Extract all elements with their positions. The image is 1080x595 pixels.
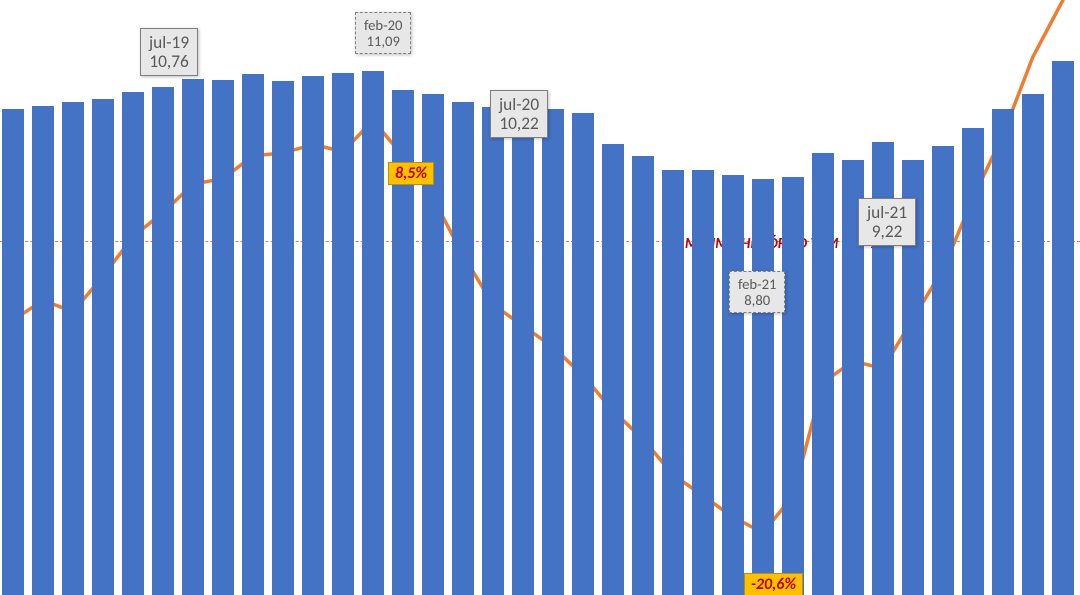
bar bbox=[212, 80, 234, 595]
bar bbox=[662, 170, 684, 595]
bar bbox=[602, 144, 624, 595]
callout-value: 10,22 bbox=[499, 114, 539, 133]
bar bbox=[182, 79, 204, 595]
bar bbox=[332, 73, 354, 595]
bar bbox=[722, 175, 744, 595]
bar bbox=[572, 113, 594, 595]
bar bbox=[362, 71, 384, 595]
bar bbox=[242, 74, 264, 595]
bar bbox=[692, 170, 714, 595]
callout-value: 10,76 bbox=[149, 52, 189, 71]
combo-chart: MÍNIMO HISTÓRICO TAM FEB '21 jul-1910,76… bbox=[0, 0, 1080, 595]
callout-period: feb-20 bbox=[364, 17, 402, 33]
bar bbox=[512, 112, 534, 595]
bar bbox=[932, 146, 954, 595]
bar bbox=[782, 177, 804, 595]
callout-feb21: feb-218,80 bbox=[729, 271, 785, 313]
callout-value: 8,80 bbox=[738, 292, 776, 308]
bar bbox=[302, 76, 324, 595]
bar bbox=[632, 156, 654, 595]
bar bbox=[62, 102, 84, 595]
bar bbox=[482, 107, 504, 595]
bar bbox=[452, 102, 474, 595]
callout-jul20: jul-2010,22 bbox=[490, 90, 548, 138]
callout-jul21: jul-219,22 bbox=[858, 198, 916, 246]
bar bbox=[752, 179, 774, 595]
bar bbox=[92, 99, 114, 595]
callout-value: 9,22 bbox=[867, 222, 907, 241]
point-label: -20,6% bbox=[744, 573, 803, 595]
bar bbox=[542, 109, 564, 595]
callout-period: feb-21 bbox=[738, 276, 776, 292]
bar bbox=[992, 109, 1014, 595]
callout-jul19: jul-1910,76 bbox=[140, 28, 198, 76]
bar bbox=[1052, 61, 1074, 595]
point-label: 8,5% bbox=[388, 162, 434, 185]
bar bbox=[272, 81, 294, 595]
callout-value: 11,09 bbox=[364, 33, 402, 49]
bar bbox=[152, 87, 174, 595]
callout-feb20: feb-2011,09 bbox=[355, 12, 411, 54]
bar bbox=[122, 92, 144, 595]
bar bbox=[1022, 94, 1044, 595]
bar bbox=[32, 106, 54, 595]
bar bbox=[2, 109, 24, 595]
bar bbox=[812, 153, 834, 595]
bar bbox=[962, 128, 984, 595]
